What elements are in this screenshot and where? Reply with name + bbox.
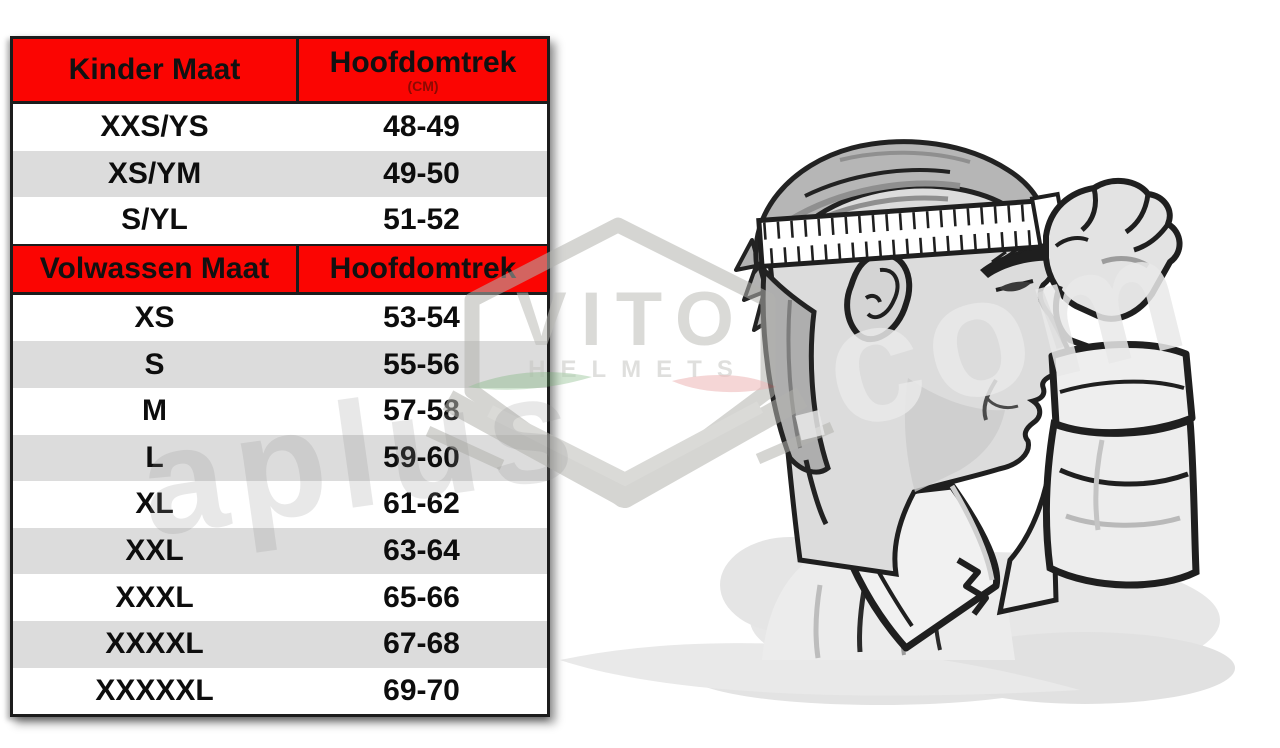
ear xyxy=(844,251,913,343)
range-cell: 63-64 xyxy=(383,534,460,568)
adult-size-header: Volwassen Maat xyxy=(13,245,300,292)
range-cell: 59-60 xyxy=(383,440,460,474)
size-cell: M xyxy=(142,394,167,428)
range-cell: 61-62 xyxy=(383,487,460,521)
circumference-label: Hoofdomtrek xyxy=(329,45,517,79)
size-cell: XS/YM xyxy=(107,156,202,190)
table-row: L 59-60 xyxy=(13,434,547,482)
range-cell: 57-58 xyxy=(383,394,460,428)
size-cell: XS xyxy=(134,301,175,335)
table-row: S 55-56 xyxy=(13,341,547,388)
table-row: M 57-58 xyxy=(13,387,547,435)
table-row: XXS/YS 48-49 xyxy=(13,104,547,151)
range-cell: 67-68 xyxy=(383,627,460,661)
size-cell: L xyxy=(145,440,164,474)
table-row: XS/YM 49-50 xyxy=(13,150,547,198)
range-cell: 69-70 xyxy=(383,673,460,707)
size-cell: S/YL xyxy=(121,203,188,237)
kids-header-row: Kinder Maat Hoofdomtrek (CM) xyxy=(13,39,547,104)
table-row: S/YL 51-52 xyxy=(13,197,547,244)
size-cell: XXL xyxy=(125,534,184,568)
size-cell: XXXL xyxy=(115,580,194,614)
size-cell: XL xyxy=(135,487,174,521)
range-cell: 51-52 xyxy=(383,203,460,237)
kids-circumference-header: Hoofdomtrek (CM) xyxy=(299,39,547,101)
adult-circumference-header: Hoofdomtrek xyxy=(299,246,547,292)
table-row: XS 53-54 xyxy=(13,294,547,342)
range-cell: 53-54 xyxy=(383,301,460,335)
table-row: XXXL 65-66 xyxy=(13,574,547,621)
hand-and-sleeve xyxy=(1029,177,1200,589)
table-row: XXXXL 67-68 xyxy=(13,620,547,668)
range-cell: 65-66 xyxy=(383,580,460,614)
circumference-label: Hoofdomtrek xyxy=(329,251,517,285)
size-cell: XXS/YS xyxy=(100,110,209,144)
cm-unit-label: (CM) xyxy=(407,77,439,94)
adult-header-row: Volwassen Maat Hoofdomtrek xyxy=(13,243,547,295)
range-cell: 48-49 xyxy=(383,110,460,144)
range-cell: 49-50 xyxy=(383,156,460,190)
table-row: XL 61-62 xyxy=(13,481,547,528)
size-cell: XXXXXL xyxy=(95,673,214,707)
size-cell: S xyxy=(144,347,165,381)
size-chart-table: Kinder Maat Hoofdomtrek (CM) XXS/YS 48-4… xyxy=(10,36,550,718)
size-cell: XXXXL xyxy=(105,627,204,661)
table-row: XXL 63-64 xyxy=(13,527,547,575)
range-cell: 55-56 xyxy=(383,347,460,381)
table-row: XXXXXL 69-70 xyxy=(13,667,547,715)
kids-size-header: Kinder Maat xyxy=(13,39,300,101)
